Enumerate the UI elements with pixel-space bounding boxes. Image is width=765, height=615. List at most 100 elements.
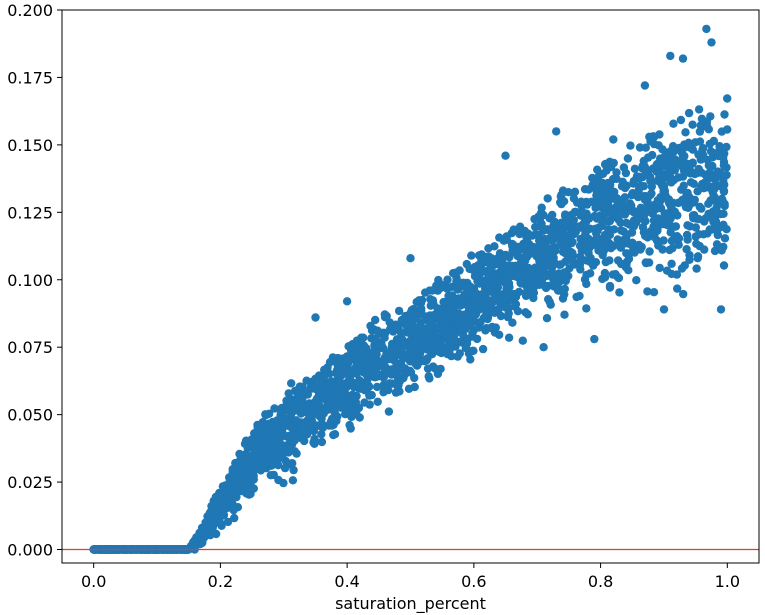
data-point	[646, 190, 655, 200]
data-point	[555, 260, 564, 269]
data-point	[281, 432, 290, 441]
data-point	[613, 212, 622, 221]
data-point	[469, 346, 478, 355]
data-point	[217, 502, 227, 512]
data-point	[704, 199, 713, 208]
data-point	[291, 416, 301, 425]
data-point	[507, 239, 517, 249]
outlier-point	[590, 334, 599, 344]
outlier-point	[539, 343, 548, 352]
data-point	[576, 211, 586, 220]
data-point	[230, 513, 239, 523]
data-point	[663, 148, 672, 157]
data-point	[576, 255, 586, 264]
data-point	[605, 283, 615, 292]
x-tick-label: 0.4	[334, 572, 359, 591]
data-point	[433, 369, 443, 379]
data-point	[655, 168, 665, 177]
x-tick-label: 0.6	[461, 572, 486, 591]
data-point	[572, 292, 581, 302]
data-point	[723, 94, 732, 103]
data-point	[491, 292, 500, 301]
data-point	[685, 222, 695, 231]
data-point	[656, 154, 665, 163]
outlier-point	[342, 297, 352, 306]
x-axis-ticks: 0.0 0.2 0.4 0.6 0.8 1.0	[81, 563, 740, 591]
data-point	[618, 177, 627, 186]
data-point	[392, 359, 401, 369]
data-point	[358, 384, 368, 394]
data-point	[496, 277, 505, 286]
data-point	[424, 372, 433, 381]
data-point	[623, 154, 633, 163]
data-point	[634, 188, 643, 197]
data-point	[582, 279, 591, 289]
data-point	[593, 234, 602, 243]
data-point	[466, 319, 475, 328]
data-point	[561, 234, 570, 244]
y-tick-label: 0.125	[7, 203, 53, 222]
data-point	[535, 280, 544, 289]
data-point	[485, 281, 494, 291]
data-point	[321, 365, 331, 374]
data-point	[704, 161, 713, 170]
data-point	[234, 469, 244, 478]
data-point	[532, 251, 541, 261]
data-point	[443, 316, 452, 325]
data-point	[501, 303, 511, 312]
data-point	[219, 511, 228, 520]
outlier-point	[707, 38, 716, 47]
data-point	[302, 376, 311, 385]
data-point	[719, 161, 729, 170]
data-point	[681, 128, 690, 137]
data-point	[371, 315, 380, 325]
data-point	[674, 173, 683, 182]
y-tick-label: 0.025	[7, 473, 53, 492]
data-point	[380, 313, 390, 322]
data-point	[605, 217, 614, 226]
data-point	[330, 430, 340, 439]
data-point	[349, 342, 358, 351]
data-point	[664, 211, 673, 220]
data-point	[365, 400, 374, 409]
outlier-point	[609, 135, 618, 144]
data-point	[420, 335, 429, 345]
data-point	[490, 308, 499, 317]
data-point	[484, 244, 493, 253]
data-point	[694, 214, 703, 224]
data-point	[619, 163, 629, 172]
data-point	[568, 248, 577, 258]
data-point	[668, 244, 677, 253]
data-point	[229, 505, 238, 515]
data-point	[600, 268, 610, 278]
data-point	[379, 380, 388, 390]
data-point	[679, 289, 688, 299]
data-point	[428, 362, 438, 371]
data-point	[470, 272, 480, 281]
data-point	[223, 517, 233, 527]
data-point	[509, 225, 518, 234]
data-point	[407, 329, 416, 338]
data-point	[606, 206, 616, 215]
data-point	[434, 340, 444, 349]
outlier-point	[640, 81, 650, 90]
data-point	[641, 143, 650, 152]
data-point	[570, 207, 580, 217]
data-point	[457, 325, 466, 335]
data-point	[590, 211, 599, 221]
data-point	[540, 225, 549, 234]
data-point	[455, 349, 464, 358]
data-point	[371, 353, 380, 362]
data-point	[476, 317, 485, 327]
data-point	[517, 279, 526, 288]
data-point	[719, 187, 729, 196]
data-point	[640, 161, 649, 171]
data-point	[391, 388, 401, 397]
data-point	[249, 484, 258, 493]
data-point	[311, 382, 320, 391]
plot-frame	[61, 9, 760, 564]
data-point	[460, 290, 469, 299]
data-point	[525, 249, 534, 259]
data-point	[654, 241, 663, 250]
data-point	[694, 105, 704, 114]
